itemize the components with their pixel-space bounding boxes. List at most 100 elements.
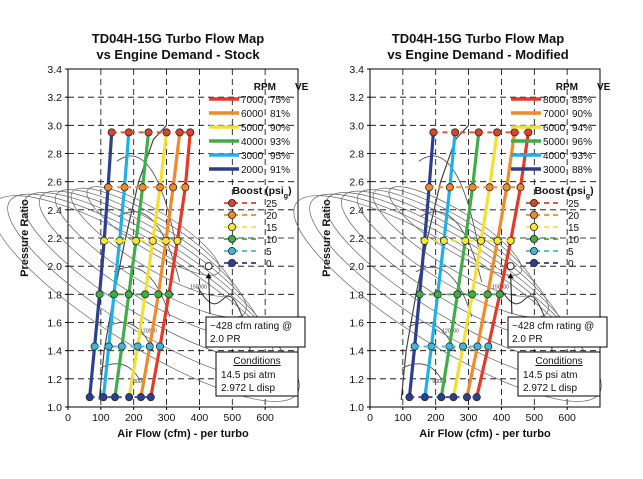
chart-title: TD04H-15G Turbo Flow Map [92,31,264,46]
legend-ve-value: 95% [270,151,290,162]
legend-ve-value: 91% [270,165,290,176]
legend-ve-value: 90% [572,109,592,120]
x-tick-label: 200 [125,412,143,424]
boost-legend-close: ) [590,185,594,197]
x-tick-label: 400 [191,412,209,424]
boost-legend-dot [227,234,236,243]
annotation-box [205,316,306,348]
conditions-box [215,351,299,397]
rating-arrow [510,273,513,315]
conditions-box [517,351,601,397]
annotation-line: ~428 cfm rating @ [210,321,292,332]
x-tick-label: 500 [526,412,544,424]
y-tick-label: 1.0 [349,402,364,414]
y-axis-label: Pressure Ratio [321,199,333,277]
conditions-line: 2.972 L disp [523,383,578,394]
legend-ve-header: VE [597,82,611,93]
speed-label: 150000 [190,285,207,291]
rpm-line-3000 [101,132,131,398]
rpm-line-4000 [113,132,151,398]
y-tick-label: 2.6 [349,177,364,189]
conditions-line: 2.972 L disp [221,383,276,394]
legend-rpm-value: 7000 [241,95,264,106]
efficiency-island [86,186,221,276]
legend-rpm-header: RPM [556,82,578,93]
y-tick-label: 2.8 [47,149,62,161]
boost-legend-dot [530,258,539,267]
y-tick-label: 2.2 [349,233,364,245]
annotation-box [507,316,608,348]
speed-line [116,155,177,248]
annotation-line: 2.0 PR [512,334,543,345]
x-tick-label: 300 [158,412,176,424]
surge-line [98,124,168,401]
efficiency-island [388,186,523,276]
y-tick-label: 1.4 [47,346,62,358]
speed-label: 120000 [140,328,157,334]
conditions-line: 14.5 psi atm [523,370,577,381]
y-tick-label: 2.4 [349,205,364,217]
y-tick-label: 1.4 [349,346,364,358]
legend-rpm-value: 3000 [543,165,566,176]
x-tick-label: 100 [394,412,412,424]
legend-rpm-value: 3000 [241,151,264,162]
y-tick-label: 3.0 [47,120,62,132]
boost-legend-close: ) [288,185,292,197]
conditions-title: Conditions [535,356,582,367]
rpm-line-7000 [149,132,192,398]
boost-legend-dot [227,258,236,267]
y-tick-label: 1.0 [47,402,62,414]
legend-rpm-value: 6000 [241,109,264,120]
y-tick-label: 2.6 [47,177,62,189]
boost-legend-dot [530,222,539,231]
legend-rpm-value: 7000 [543,109,566,120]
x-tick-label: 600 [558,412,576,424]
y-tick-label: 2.8 [349,149,364,161]
rating-point [204,262,213,271]
y-tick-label: 1.8 [349,289,364,301]
speed-line [401,363,442,379]
x-axis-label: Air Flow (cfm) - per turbo [117,428,249,440]
boost-legend-subscript: g [586,193,590,200]
boost-legend-dot [227,222,236,231]
boost-legend-dot [227,210,236,219]
legend-rpm-value: 5000 [543,137,566,148]
boost-legend-value: 25 [266,199,278,210]
legend-ve-value: 81% [270,109,290,120]
boost-legend-dot [530,246,539,255]
legend-ve-value: 90% [270,123,290,134]
chart-title: TD04H-15G Turbo Flow Map [392,31,564,46]
legend-ve-value: 85% [572,95,592,106]
rating-arrow-head [205,273,212,279]
boost-legend-value: 5 [568,247,574,258]
x-tick-label: 0 [367,412,373,424]
boost-legend-value: 25 [568,199,580,210]
boost-legend-value: 15 [266,223,278,234]
boost-legend-dot [530,210,539,219]
legend-ve-value: 93% [572,151,592,162]
conditions-title: Conditions [233,356,280,367]
boost-legend-value: 10 [568,235,580,246]
x-axis-label: Air Flow (cfm) - per turbo [419,428,551,440]
y-tick-label: 1.6 [349,318,364,330]
legend-ve-value: 75% [270,95,290,106]
x-tick-label: 200 [427,412,445,424]
rpm-line-5000 [439,132,481,398]
legend-rpm-value: 5000 [241,123,264,134]
legend-ve-header: VE [295,82,309,93]
boost-legend-value: 20 [568,211,580,222]
legend-ve-value: 96% [572,137,592,148]
y-tick-label: 2.2 [47,233,62,245]
x-tick-label: 0 [65,412,71,424]
boost-legend-value: 20 [266,211,278,222]
efficiency-island [70,187,234,297]
y-tick-label: 1.2 [47,374,62,386]
legend-ve-value: 94% [572,123,592,134]
boost-legend-value: 15 [568,223,580,234]
x-tick-label: 100 [92,412,110,424]
rpm-line-8000 [475,132,530,398]
speed-line [99,363,140,379]
rpm-line-3000 [407,132,436,398]
